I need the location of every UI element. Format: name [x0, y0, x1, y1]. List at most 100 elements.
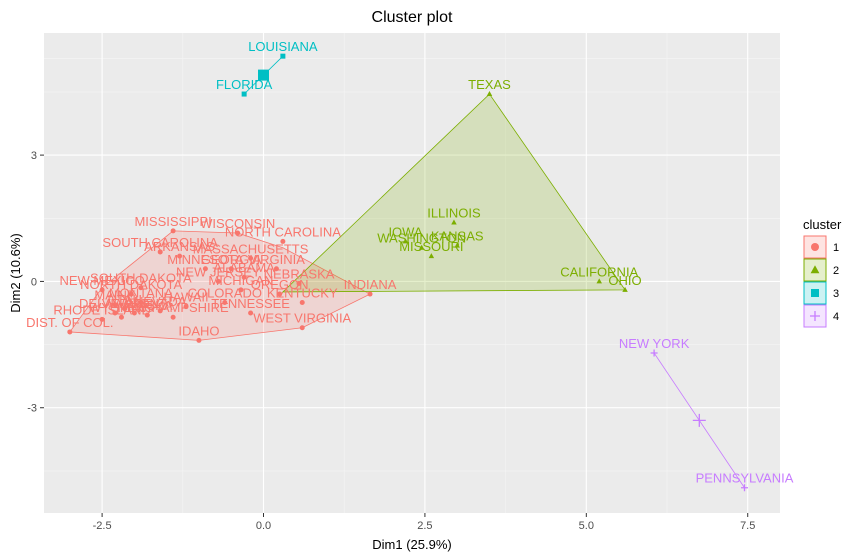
- legend-marker-4: [810, 311, 820, 321]
- cluster-1-point: [296, 281, 302, 287]
- cluster-2-point: [402, 238, 409, 244]
- y-axis-ticks: -3 0 3: [27, 150, 44, 415]
- point-label: SOUTH DAKOTA: [90, 271, 192, 286]
- cluster-1-point: [299, 299, 305, 305]
- cluster-1-point: [67, 329, 73, 335]
- cluster-1-hull: [69, 230, 371, 341]
- cluster-1-point: [170, 314, 176, 320]
- cluster-2-point: [428, 253, 435, 259]
- cluster-3-point: [241, 91, 247, 97]
- cluster-1-point: [367, 291, 373, 297]
- cluster-1-point: [99, 316, 105, 322]
- cluster-1-point: [277, 291, 283, 297]
- cluster-1-point: [131, 310, 137, 316]
- cluster-2-point: [622, 286, 628, 292]
- point-label: MONTANA: [109, 285, 173, 300]
- cluster-1-point: [138, 285, 144, 291]
- point-label: DIST. OF COL.: [26, 315, 113, 330]
- point-label: ILLINOIS: [427, 205, 481, 220]
- point-label: UTAH: [107, 292, 141, 307]
- data-points: [67, 53, 748, 492]
- point-label: NORTH DAKOTA: [80, 277, 182, 292]
- cluster-1-point: [196, 337, 202, 343]
- cluster-1-point: [183, 304, 189, 310]
- legend: cluster 1 2 3 4: [803, 217, 842, 328]
- legend-label-3: 3: [833, 288, 839, 300]
- cluster-1-point: [144, 312, 150, 318]
- point-label: IDAHO: [178, 323, 219, 338]
- cluster-1-point: [273, 266, 279, 272]
- point-label: NEW MEXICO: [59, 273, 144, 288]
- point-label: LOUISIANA: [248, 39, 318, 54]
- point-label: WISCONSIN: [200, 216, 275, 231]
- cluster-1-point: [112, 302, 118, 308]
- point-label: OHIO: [608, 273, 641, 288]
- legend-marker-3: [811, 289, 819, 297]
- point-label: WYOMING: [89, 300, 154, 315]
- chart-title: Cluster plot: [372, 9, 453, 26]
- x-tick-label: -2.5: [93, 520, 112, 532]
- y-tick-label: 0: [31, 276, 37, 288]
- cluster-1-point: [118, 314, 124, 320]
- point-label: GEORGIA: [201, 252, 262, 267]
- point-label: MASSACHUSETTS: [193, 241, 309, 256]
- legend-marker-2: [810, 265, 820, 274]
- point-label: IOWA: [388, 224, 423, 239]
- cluster-2-point: [418, 244, 425, 250]
- point-label: NEW HAMPSHIRE: [118, 300, 230, 315]
- cluster-3-point: [280, 53, 286, 59]
- cluster-4-point: [740, 484, 748, 492]
- point-label: SOUTH CAROLINA: [102, 235, 218, 250]
- point-label: TEXAS: [468, 77, 511, 92]
- point-label: MINNESOTA: [167, 252, 244, 267]
- cluster-1-point: [248, 310, 254, 316]
- legend-label-1: 1: [833, 242, 839, 254]
- cluster-1-point: [170, 228, 176, 234]
- cluster-3-center: [258, 69, 270, 81]
- point-label: COLORADO: [188, 285, 262, 300]
- cluster-2-hull: [281, 93, 626, 293]
- point-label: INDIANA: [344, 277, 397, 292]
- cluster-1-point: [128, 291, 134, 297]
- cluster-1-point: [248, 255, 254, 261]
- point-label: VIRGINIA: [248, 252, 305, 267]
- cluster-1-point: [138, 299, 144, 305]
- point-label: DELAWARE: [79, 296, 151, 311]
- legend-label-2: 2: [833, 265, 839, 277]
- point-label: PENNSYLVANIA: [696, 471, 794, 486]
- cluster-2-point: [596, 278, 602, 284]
- cluster-1-point: [215, 278, 221, 284]
- x-tick-label: 7.5: [740, 520, 755, 532]
- point-label: NEVADA: [134, 294, 187, 309]
- point-label: NEBRASKA: [264, 267, 335, 282]
- point-label: NEW JERSEY: [176, 264, 261, 279]
- point-label: WEST VIRGINIA: [253, 311, 351, 326]
- y-tick-label: 3: [31, 150, 37, 162]
- cluster-1-point: [99, 287, 105, 293]
- point-label: KENTUCKY: [267, 285, 338, 300]
- point-label: FLORIDA: [216, 77, 273, 92]
- plot-panel: [44, 33, 780, 513]
- cluster-4-point: [650, 349, 658, 357]
- point-label: MICHIGAN: [208, 273, 273, 288]
- cluster-4-center: [692, 413, 706, 427]
- cluster-2-point: [451, 219, 457, 225]
- grid-lines: [44, 33, 780, 513]
- x-tick-label: 2.5: [417, 520, 432, 532]
- legend-label-4: 4: [833, 311, 839, 323]
- y-axis-title: Dim2 (10.6%): [8, 233, 23, 312]
- cluster-1-point: [222, 299, 228, 305]
- cluster-1-point: [241, 274, 247, 280]
- point-label: OREGON: [251, 277, 309, 292]
- x-tick-label: 5.0: [579, 520, 594, 532]
- cluster-1-point: [299, 325, 305, 331]
- point-label: MISSISSIPPI: [134, 214, 211, 229]
- y-tick-label: -3: [27, 403, 37, 415]
- legend-marker-1: [811, 243, 819, 251]
- cluster-1-point: [112, 310, 118, 316]
- point-label: WASHINGTON: [377, 231, 466, 246]
- point-label: ALASKA: [122, 298, 173, 313]
- cluster-2-point: [486, 91, 493, 97]
